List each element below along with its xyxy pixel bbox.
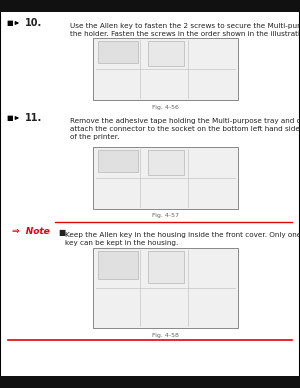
Bar [98,251,138,279]
Text: ■: ■ [7,115,13,121]
Text: Remove the adhesive tape holding the Multi-purpose tray and cable, and
attach th: Remove the adhesive tape holding the Mul… [70,118,300,140]
Bar [92,147,238,209]
Bar [148,150,184,175]
Text: Fig. 4-58: Fig. 4-58 [152,333,178,338]
Bar [0,0,300,12]
Bar [148,41,184,66]
Text: 11.: 11. [25,113,42,123]
Text: Keep the Allen key in the housing inside the front cover. Only one Allen
key can: Keep the Allen key in the housing inside… [65,232,300,246]
Text: ⇒  Note: ⇒ Note [12,227,50,237]
Bar [98,150,138,172]
Bar [0,376,300,388]
Text: Fig. 4-57: Fig. 4-57 [152,213,178,218]
Bar [92,38,238,100]
Text: ■: ■ [58,227,65,237]
Bar [98,41,138,63]
Text: ■: ■ [7,20,13,26]
Bar [148,251,184,283]
Bar [92,248,238,328]
Text: Use the Allen key to fasten the 2 screws to secure the Multi-purpose tray to
the: Use the Allen key to fasten the 2 screws… [70,23,300,38]
Text: 10.: 10. [25,18,42,28]
Text: Fig. 4-56: Fig. 4-56 [152,104,178,109]
